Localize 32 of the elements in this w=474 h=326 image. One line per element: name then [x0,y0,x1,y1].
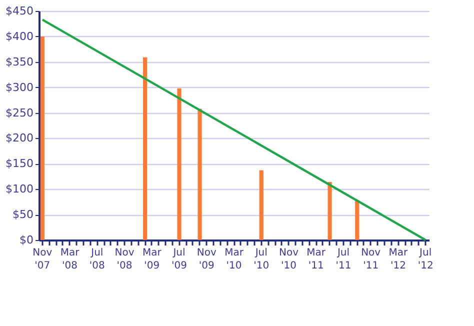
bar [177,88,182,240]
x-tick-label: Mar '11 [306,248,326,272]
bar [143,57,148,240]
y-tick-label: $400 [6,30,34,43]
x-tick-label: Nov '08 [114,248,134,272]
x-tick-label: Nov '09 [196,248,216,272]
x-tick-label: Jul '09 [172,248,188,272]
y-tick-label: $300 [6,80,34,94]
bar [259,170,264,240]
x-tick-label: Nov '07 [32,248,52,272]
bar [328,182,332,240]
bar [355,200,360,240]
x-tick-label: Jul '11 [336,248,352,272]
x-tick-label: Mar '12 [388,248,409,272]
y-tick-label: $250 [6,106,34,120]
x-tick-label: Nov '11 [361,248,381,272]
bar [40,36,44,240]
bar [198,108,202,240]
x-tick-label: Jul '10 [254,248,270,272]
x-tick-label: Mar '09 [142,248,162,272]
y-tick-label: $350 [6,55,34,68]
x-tick-label: Mar '08 [60,248,80,272]
y-tick-label: $0 [20,234,34,246]
x-tick-label: Mar '10 [224,248,244,272]
x-tick-label: Jul '12 [418,248,434,272]
y-tick-label: $50 [12,208,34,222]
y-tick-label: $450 [6,4,34,18]
x-tick-label: Nov '10 [278,248,299,272]
y-tick-label: $100 [6,182,34,196]
x-tick-label: Jul '08 [89,248,105,272]
y-tick-label: $150 [6,157,34,170]
y-tick-label: $200 [6,132,34,145]
